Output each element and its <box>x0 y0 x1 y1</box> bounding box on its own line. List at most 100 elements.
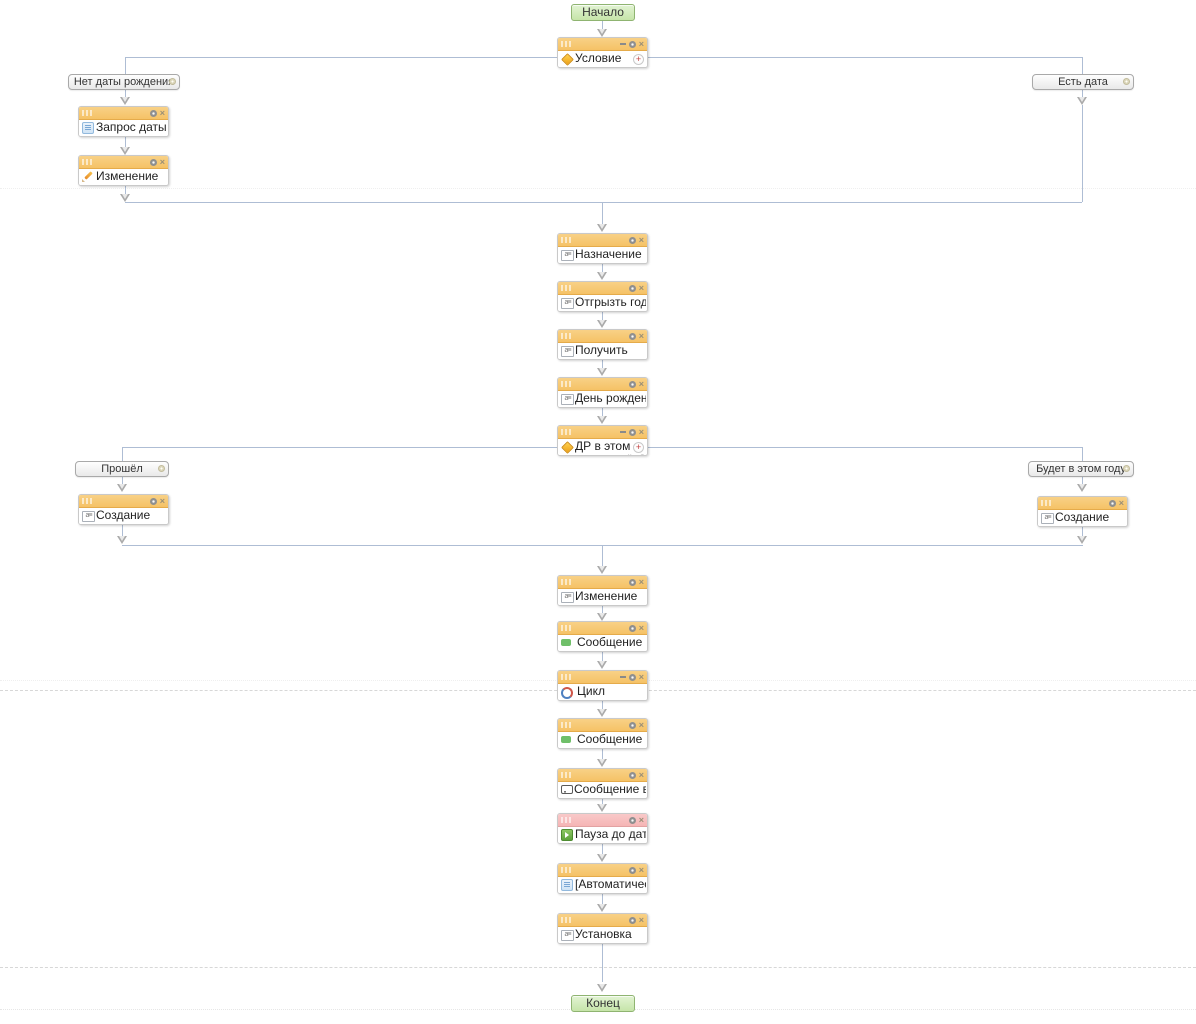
drag-handle-icon[interactable] <box>561 674 573 680</box>
node-automatic[interactable]: [Автоматическая <box>557 863 648 894</box>
gear-icon[interactable] <box>628 721 636 729</box>
drag-handle-icon[interactable] <box>561 917 573 923</box>
node-title: Запрос даты <box>96 121 167 134</box>
close-icon[interactable] <box>639 673 644 682</box>
close-icon[interactable] <box>639 816 644 825</box>
drag-handle-icon[interactable] <box>82 110 94 116</box>
gear-icon[interactable] <box>628 771 636 779</box>
node-message-1[interactable]: Сообщение <box>557 621 648 652</box>
node-set[interactable]: Установка <box>557 913 648 944</box>
close-icon[interactable] <box>160 497 165 506</box>
close-icon[interactable] <box>639 236 644 245</box>
drag-handle-icon[interactable] <box>561 625 573 631</box>
node-create-left[interactable]: Создание <box>78 494 169 525</box>
drag-handle-icon[interactable] <box>82 159 94 165</box>
gear-icon[interactable] <box>628 866 636 874</box>
drag-handle-icon[interactable] <box>561 817 573 823</box>
arrow-down-icon <box>597 661 607 669</box>
loop-icon <box>561 687 573 699</box>
gear-icon[interactable] <box>628 673 636 681</box>
connector-line <box>602 894 603 904</box>
branch-settings-icon[interactable] <box>158 465 165 472</box>
arrow-down-icon <box>597 759 607 767</box>
gear-icon[interactable] <box>628 332 636 340</box>
branch-settings-icon[interactable] <box>169 78 176 85</box>
node-edit-center[interactable]: Изменение <box>557 575 648 606</box>
node-birthday[interactable]: День рождения <box>557 377 648 408</box>
collapse-icon[interactable] <box>619 43 626 45</box>
connector-line <box>122 525 123 536</box>
close-icon[interactable] <box>639 721 644 730</box>
drag-handle-icon[interactable] <box>561 429 573 435</box>
node-assignment[interactable]: Назначение <box>557 233 648 264</box>
node-edit-left[interactable]: Изменение <box>78 155 169 186</box>
drag-handle-icon[interactable] <box>82 498 94 504</box>
end-terminal[interactable]: Конец <box>571 995 635 1012</box>
arrow-down-icon <box>597 566 607 574</box>
node-get[interactable]: Получить <box>557 329 648 360</box>
close-icon[interactable] <box>639 380 644 389</box>
node-date-request[interactable]: Запрос даты <box>78 106 169 137</box>
node-title: ДР в этом <box>575 440 631 453</box>
close-icon[interactable] <box>639 40 644 49</box>
node-message-2[interactable]: Сообщение <box>557 718 648 749</box>
close-icon[interactable] <box>160 158 165 167</box>
node-condition[interactable]: Условие <box>557 37 648 68</box>
gear-icon[interactable] <box>628 916 636 924</box>
drag-handle-icon[interactable] <box>561 381 573 387</box>
collapse-icon[interactable] <box>619 431 626 433</box>
close-icon[interactable] <box>639 624 644 633</box>
connector-line <box>1082 90 1083 97</box>
gear-icon[interactable] <box>149 158 157 166</box>
close-icon[interactable] <box>160 109 165 118</box>
node-strip-year[interactable]: Отгрызть год <box>557 281 648 312</box>
node-loop[interactable]: Цикл <box>557 670 648 701</box>
branch-label-no-birthdate[interactable]: Нет даты рождения <box>68 74 180 90</box>
collapse-icon[interactable] <box>619 676 626 678</box>
gear-icon[interactable] <box>628 380 636 388</box>
node-message-in[interactable]: Сообщение в <box>557 768 648 799</box>
drag-handle-icon[interactable] <box>561 722 573 728</box>
drag-handle-icon[interactable] <box>561 237 573 243</box>
close-icon[interactable] <box>639 578 644 587</box>
connector-line <box>602 545 603 566</box>
close-icon[interactable] <box>639 771 644 780</box>
node-condition-birthday-passed[interactable]: ДР в этом году прошёл? <box>557 425 648 456</box>
drag-handle-icon[interactable] <box>1041 500 1053 506</box>
close-icon[interactable] <box>1119 499 1124 508</box>
start-terminal[interactable]: Начало <box>571 4 635 21</box>
arrow-down-icon <box>597 904 607 912</box>
drag-handle-icon[interactable] <box>561 579 573 585</box>
drag-handle-icon[interactable] <box>561 41 573 47</box>
drag-handle-icon[interactable] <box>561 772 573 778</box>
gear-icon[interactable] <box>149 109 157 117</box>
add-branch-icon[interactable] <box>633 442 644 453</box>
close-icon[interactable] <box>639 284 644 293</box>
branch-label-has-date[interactable]: Есть дата <box>1032 74 1134 90</box>
node-pause-until-date[interactable]: Пауза до даты <box>557 813 648 844</box>
drag-handle-icon[interactable] <box>561 285 573 291</box>
gear-icon[interactable] <box>628 578 636 586</box>
add-branch-icon[interactable] <box>633 54 644 65</box>
gear-icon[interactable] <box>149 497 157 505</box>
gear-icon[interactable] <box>628 284 636 292</box>
branch-label-this-year[interactable]: Будет в этом году <box>1028 461 1134 477</box>
arrow-down-icon <box>120 194 130 202</box>
drag-handle-icon[interactable] <box>561 333 573 339</box>
drag-handle-icon[interactable] <box>561 867 573 873</box>
branch-settings-icon[interactable] <box>1123 465 1130 472</box>
branch-label-passed[interactable]: Прошёл <box>75 461 169 477</box>
node-create-right[interactable]: Создание <box>1037 496 1128 527</box>
gear-icon[interactable] <box>628 428 636 436</box>
close-icon[interactable] <box>639 916 644 925</box>
branch-settings-icon[interactable] <box>1123 78 1130 85</box>
gear-icon[interactable] <box>628 816 636 824</box>
gear-icon[interactable] <box>1108 499 1116 507</box>
close-icon[interactable] <box>639 332 644 341</box>
gear-icon[interactable] <box>628 236 636 244</box>
gear-icon[interactable] <box>628 624 636 632</box>
close-icon[interactable] <box>639 428 644 437</box>
gear-icon[interactable] <box>628 40 636 48</box>
node-title: Сообщение <box>577 636 643 649</box>
close-icon[interactable] <box>639 866 644 875</box>
